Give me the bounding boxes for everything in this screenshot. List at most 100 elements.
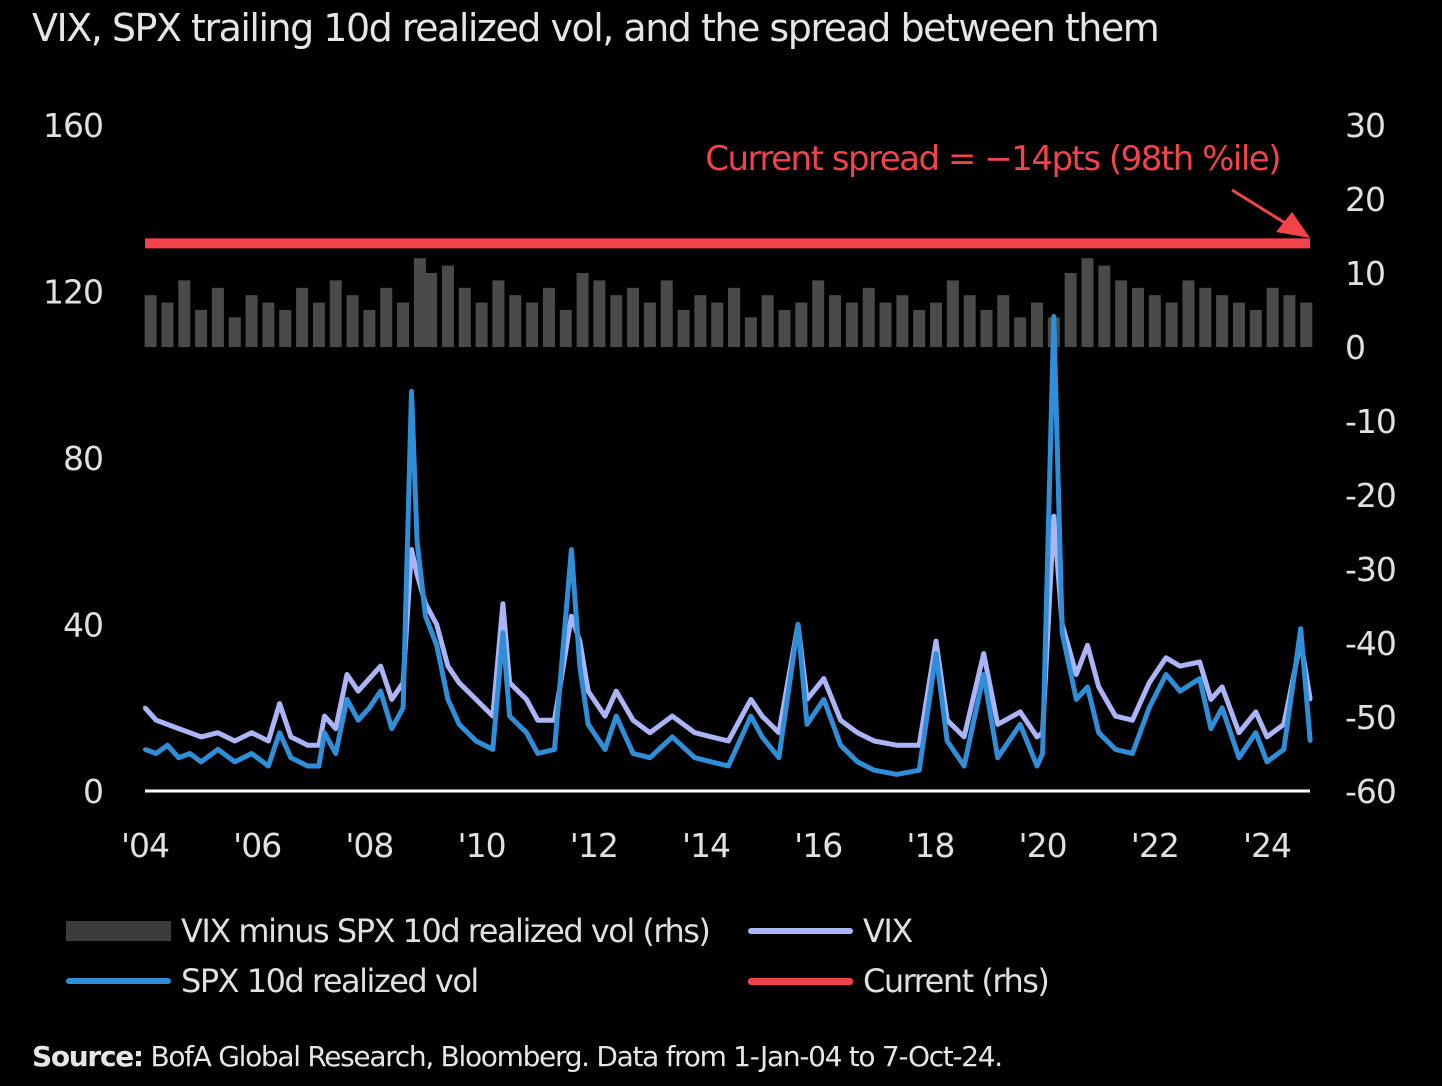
vix-line-point	[333, 726, 338, 731]
rv-line-point	[614, 714, 619, 719]
rv-line-point	[232, 759, 237, 764]
vix-line-point	[1074, 672, 1079, 677]
x-tick: '14	[682, 826, 730, 865]
spread-bar	[397, 302, 410, 347]
spread-bar	[245, 295, 258, 347]
vix-line-point	[378, 664, 383, 669]
rv-line-point	[389, 726, 394, 731]
rv-line-point	[154, 751, 159, 756]
x-tick: '18	[906, 826, 954, 865]
source-note: Source: BofA Global Research, Bloomberg.…	[32, 1040, 1003, 1073]
spread-bar	[1081, 258, 1094, 347]
vix-line-point	[524, 697, 529, 702]
vix-line-point	[288, 734, 293, 739]
rv-line-point	[344, 697, 349, 702]
y-tick-right: 20	[1345, 180, 1385, 219]
x-tick: '24	[1243, 826, 1291, 865]
rv-line-point	[945, 739, 950, 744]
spread-bar	[1030, 302, 1043, 347]
vix-line-point	[415, 572, 420, 577]
vix-line-point	[154, 718, 159, 723]
spread-bar	[413, 258, 426, 347]
spread-bar	[178, 280, 191, 347]
vix-line-point	[409, 547, 414, 552]
rv-line-point	[995, 755, 1000, 760]
x-tick: '22	[1131, 826, 1179, 865]
spread-bar	[1283, 295, 1296, 347]
spread-bar	[312, 302, 325, 347]
rv-line-point	[143, 747, 147, 752]
spread-bar	[795, 302, 808, 347]
rv-line-point	[1096, 730, 1101, 735]
rv-line-point	[709, 759, 714, 764]
vix-line-point	[709, 734, 714, 739]
rv-line-point	[490, 747, 495, 752]
rv-line-point	[981, 672, 986, 677]
spread-bar	[1249, 310, 1262, 347]
vix-line-point	[1164, 655, 1169, 660]
legend-label-current: Current (rhs)	[863, 962, 1050, 1000]
rv-line-point	[1308, 739, 1313, 744]
vix-line-point	[569, 614, 574, 619]
spread-bar	[963, 295, 976, 347]
y-tick-right: -50	[1345, 698, 1396, 737]
current-spread-annotation: Current spread = −14pts (98th %ile)	[705, 139, 1280, 179]
rv-line-point	[692, 755, 697, 760]
spread-bar	[363, 310, 376, 347]
rv-line-point	[1074, 697, 1079, 702]
spread-bar	[660, 280, 673, 347]
legend-item-vix: VIX	[748, 912, 913, 950]
spread-bar	[643, 302, 656, 347]
spread-bar	[711, 302, 724, 347]
spread-bar	[1064, 273, 1077, 347]
vix-line-point	[1096, 684, 1101, 689]
spread-bar	[1182, 280, 1195, 347]
vix-line-point	[232, 739, 237, 744]
y-tick-right: -30	[1345, 550, 1396, 589]
vix-line-point	[1113, 714, 1118, 719]
rv-line-point	[1018, 722, 1023, 727]
rv-line-point	[415, 539, 420, 544]
rv-line-point	[1281, 747, 1286, 752]
spread-bar	[896, 295, 909, 347]
vix-line-point	[1130, 718, 1135, 723]
rv-line-point	[796, 622, 801, 627]
legend-item-spread: VIX minus SPX 10d realized vol (rhs)	[66, 912, 711, 950]
rv-line-point	[1197, 676, 1202, 681]
spread-bar	[211, 287, 224, 347]
rv-line-point	[165, 743, 170, 748]
vix-line-point	[1018, 709, 1023, 714]
vix-line-point	[1197, 659, 1202, 664]
vix-line-point	[176, 726, 181, 731]
vix-line-point	[434, 622, 439, 627]
spread-bar	[1098, 265, 1111, 347]
spread-bar	[694, 295, 707, 347]
vix-line-point	[1178, 664, 1183, 669]
rv-line-point	[776, 755, 781, 760]
rv-line-point	[577, 664, 582, 669]
legend-swatch-rv	[66, 978, 171, 984]
vix-line-point	[726, 739, 731, 744]
vix-line-point	[1034, 734, 1039, 739]
y-tick-left: 40	[63, 606, 103, 645]
rv-line-point	[760, 734, 765, 739]
vix-line-point	[586, 689, 591, 694]
rv-line-point	[934, 651, 939, 656]
vix-line-point	[249, 730, 254, 735]
rv-line-point	[535, 751, 540, 756]
spread-bar	[279, 310, 292, 347]
spread-bar	[509, 295, 522, 347]
spread-bar	[1232, 302, 1245, 347]
vix-line-point	[500, 601, 505, 606]
rv-line-point	[401, 705, 406, 710]
rv-line-point	[356, 718, 361, 723]
rv-line-point	[894, 772, 899, 777]
rv-line-point	[647, 755, 652, 760]
rv-line-point	[1051, 314, 1056, 319]
spread-bar	[879, 302, 892, 347]
spread-bar	[761, 295, 774, 347]
spread-bar	[1266, 287, 1279, 347]
rv-line-point	[1298, 626, 1303, 631]
rv-line-point	[277, 730, 282, 735]
